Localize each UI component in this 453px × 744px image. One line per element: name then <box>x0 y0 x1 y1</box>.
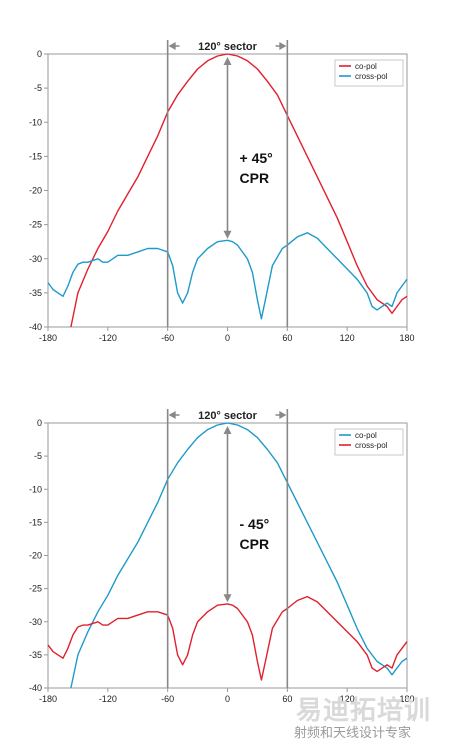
y-tick-label: -30 <box>29 617 42 627</box>
sector-arrowhead-right <box>279 42 287 50</box>
y-tick-label: 0 <box>37 49 42 59</box>
cpr-arrowhead-bottom <box>223 230 232 239</box>
x-tick-label: 180 <box>399 694 414 704</box>
x-tick-label: 120 <box>340 333 355 343</box>
watermark-sub-text: 射频和天线设计专家 <box>294 726 412 741</box>
cpr-arrowhead-bottom <box>223 594 232 603</box>
y-tick-label: -35 <box>29 650 42 660</box>
x-tick-label: 120 <box>340 694 355 704</box>
sector-label: 120° sector <box>198 410 258 422</box>
chart-2: 0 -5 -10 -15 -20 -25 -30 -35 -40-180 -120 -60 0 60 12… <box>29 409 415 704</box>
y-tick-label: 0 <box>37 418 42 428</box>
series-line-cross-pol <box>47 232 408 320</box>
y-tick-label: -20 <box>29 186 42 196</box>
legend-box <box>334 428 404 456</box>
y-tick-label: -10 <box>29 117 42 127</box>
x-tick-label: 0 <box>225 694 230 704</box>
chart-1: 0 -5 -10 -15 -20 -25 -30 -35 -40-180 -120 -60 0 60 12… <box>29 40 415 343</box>
y-tick-label: -5 <box>34 83 42 93</box>
y-tick-label: -20 <box>29 551 42 561</box>
cpr-label-angle: - 45° <box>240 516 270 532</box>
x-tick-label: -180 <box>39 694 57 704</box>
x-tick-label: -180 <box>39 333 57 343</box>
series-line-cross-pol <box>47 595 408 681</box>
cpr-label-text: CPR <box>240 536 270 552</box>
x-tick-label: -60 <box>161 694 174 704</box>
x-tick-label: 180 <box>399 333 414 343</box>
x-tick-label: -120 <box>99 333 117 343</box>
legend-label: co-pol <box>355 62 377 71</box>
legend-label: cross-pol <box>355 72 388 81</box>
legend-box <box>334 59 404 87</box>
y-tick-label: -15 <box>29 151 42 161</box>
watermark-logo: 易迪拓培训 射频和天线设计专家 <box>290 690 450 741</box>
y-tick-label: -15 <box>29 517 42 527</box>
series-line-co-pol <box>70 422 408 689</box>
x-tick-label: 60 <box>282 694 292 704</box>
sector-arrowhead-right <box>279 411 287 419</box>
y-tick-label: -25 <box>29 220 42 230</box>
sector-arrowhead-left <box>168 411 176 419</box>
x-tick-label: 0 <box>225 333 230 343</box>
cpr-arrowhead-top <box>223 57 232 65</box>
cpr-label-text: CPR <box>240 170 270 186</box>
y-tick-label: -30 <box>29 254 42 264</box>
sector-label: 120° sector <box>198 41 258 53</box>
x-tick-label: 60 <box>282 333 292 343</box>
y-tick-label: -40 <box>29 683 42 693</box>
y-tick-label: -35 <box>29 288 42 298</box>
legend-label: cross-pol <box>355 441 388 450</box>
cpr-arrowhead-top <box>223 426 232 434</box>
y-tick-label: -5 <box>34 451 42 461</box>
x-tick-label: -60 <box>161 333 174 343</box>
y-tick-label: -25 <box>29 584 42 594</box>
watermark-main-text: 易迪拓培训 <box>296 696 432 726</box>
series-line-co-pol <box>70 53 408 328</box>
cpr-label-angle: + 45° <box>240 150 273 166</box>
y-tick-label: -10 <box>29 484 42 494</box>
sector-arrowhead-left <box>168 42 176 50</box>
legend-label: co-pol <box>355 431 377 440</box>
y-tick-label: -40 <box>29 322 42 332</box>
x-tick-label: -120 <box>99 694 117 704</box>
